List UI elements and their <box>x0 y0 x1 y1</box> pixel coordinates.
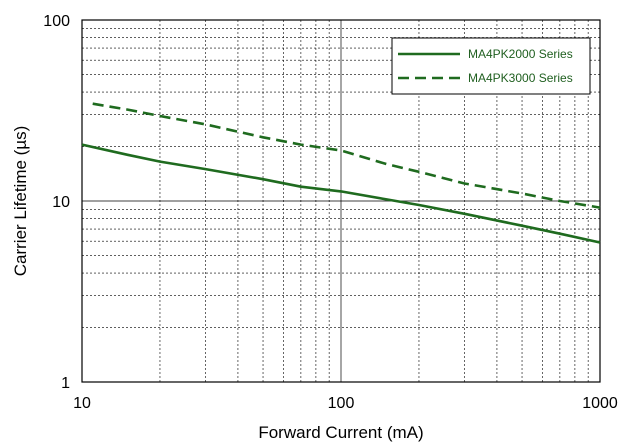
x-tick-label: 1000 <box>582 395 618 412</box>
y-axis-title: Carrier Lifetime (µs) <box>11 126 30 277</box>
x-tick-label: 10 <box>73 395 91 412</box>
legend-label-2: MA4PK3000 Series <box>468 71 573 85</box>
legend-box <box>391 37 591 95</box>
legend-label-1: MA4PK2000 Series <box>468 47 573 61</box>
y-tick-label: 100 <box>43 13 70 30</box>
legend: MA4PK2000 Series MA4PK3000 Series <box>391 37 591 95</box>
x-tick-label: 100 <box>328 395 355 412</box>
series-line-2 <box>92 102 601 209</box>
y-tick-label: 1 <box>61 375 70 392</box>
series-line-1 <box>81 143 601 244</box>
x-axis-title: Forward Current (mA) <box>258 423 423 442</box>
plot-frame <box>81 19 601 383</box>
y-tick-label: 10 <box>52 194 70 211</box>
series-layer <box>81 102 601 244</box>
